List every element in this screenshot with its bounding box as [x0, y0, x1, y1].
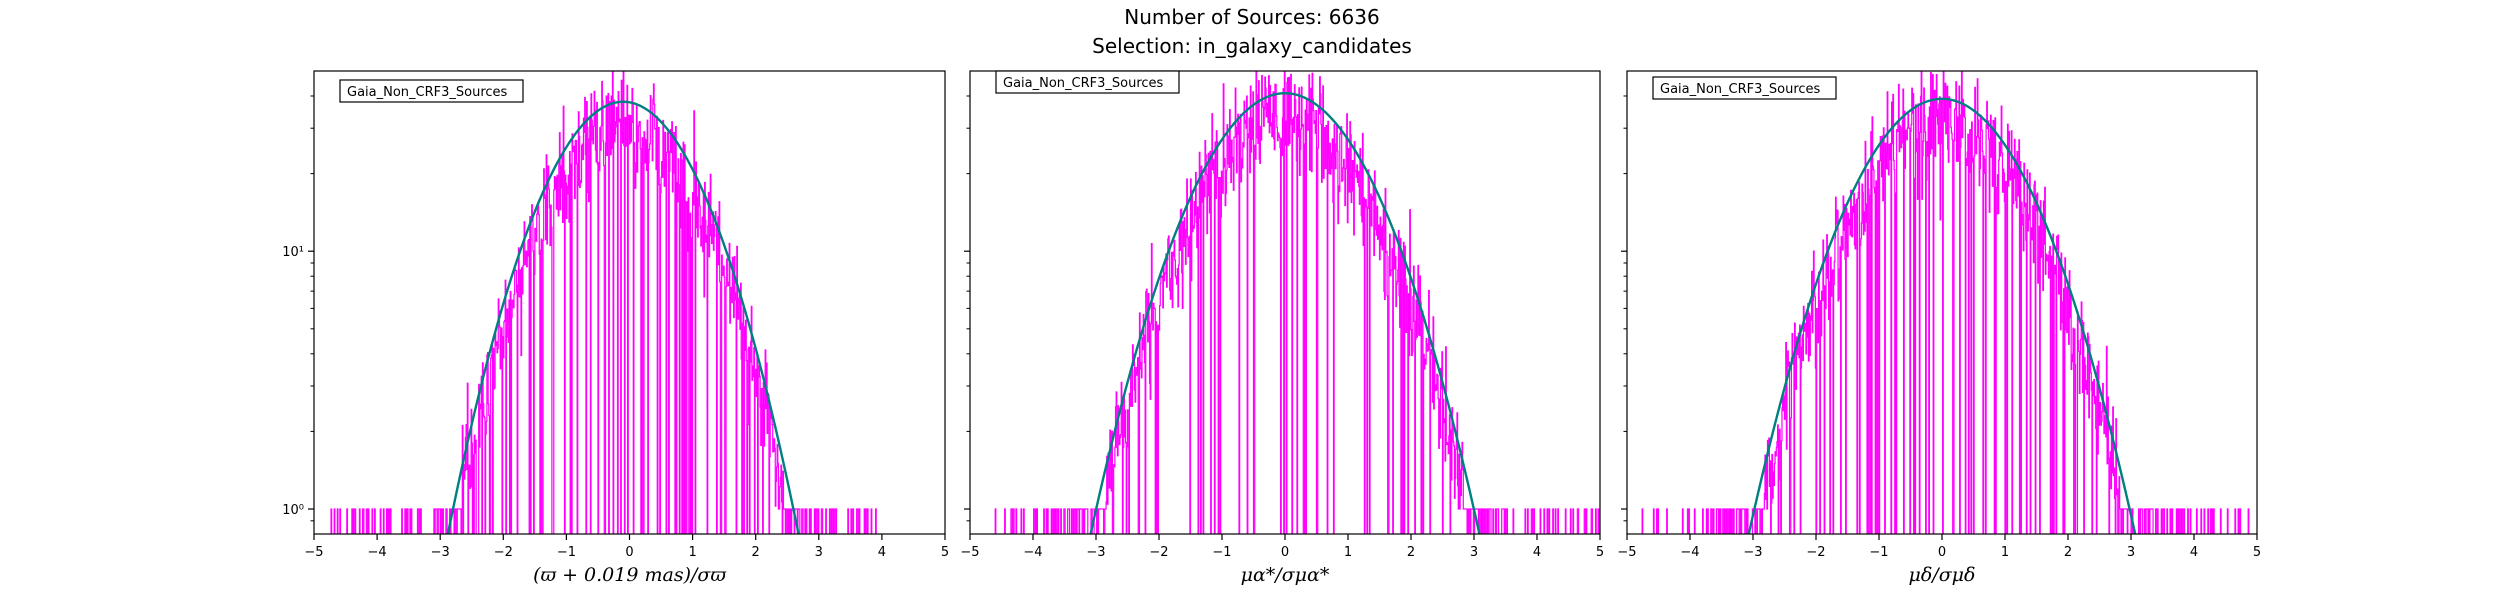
x-axis-label: μδ/σμδ — [1909, 564, 1976, 586]
legend-box — [995, 70, 1180, 94]
plot-area — [330, 71, 877, 534]
x-tick-label: 5 — [941, 545, 949, 560]
gaussian-fit-line — [1747, 97, 2137, 534]
x-tick-label: −3 — [1086, 545, 1105, 560]
x-tick-label: −2 — [494, 545, 513, 560]
x-tick-label: 3 — [1470, 545, 1478, 560]
panel-pm-dec: −5 −4 −3 −2 −1 0 1 2 3 4 5 μδ/σμδ Gaia_Non_CRF3_Sour… — [1617, 70, 2261, 586]
histogram-series — [1641, 71, 2250, 534]
histogram-series — [994, 71, 1600, 534]
x-axis-label: μα*/σμα* — [1241, 564, 1330, 586]
x-tick-label: 0 — [1281, 545, 1289, 560]
suptitle-line-1: Number of Sources: 6636 — [1124, 5, 1379, 29]
x-tick-label: −1 — [1869, 545, 1888, 560]
x-tick-label: 0 — [1938, 545, 1946, 560]
x-tick-label: 3 — [2127, 545, 2135, 560]
suptitle-line-2: Selection: in_galaxy_candidates — [1092, 34, 1412, 58]
plot-area — [1641, 71, 2250, 534]
legend-box — [1652, 76, 1837, 100]
x-tick-label: 4 — [2190, 545, 2198, 560]
x-tick-label: −4 — [368, 545, 387, 560]
x-tick-label: −3 — [1743, 545, 1762, 560]
x-tick-label: −5 — [960, 545, 979, 560]
legend-box — [339, 79, 524, 103]
x-tick-label: −2 — [1806, 545, 1825, 560]
x-tick-label: −3 — [431, 545, 450, 560]
y-tick-label: 10⁰ — [282, 503, 304, 518]
axes-frame — [1626, 70, 2258, 535]
x-tick-label: 4 — [1533, 545, 1541, 560]
x-tick-label: −1 — [1212, 545, 1231, 560]
x-tick-label: 2 — [1407, 545, 1415, 560]
legend-label: Gaia_Non_CRF3_Sources — [1003, 76, 1164, 91]
y-tick-label: 10¹ — [282, 245, 304, 260]
x-tick-label: 0 — [625, 545, 633, 560]
plot-area — [994, 71, 1600, 534]
x-tick-label: −4 — [1680, 545, 1699, 560]
histogram-series — [330, 71, 877, 534]
legend-label: Gaia_Non_CRF3_Sources — [347, 85, 508, 100]
x-tick-label: 3 — [815, 545, 823, 560]
x-tick-label: 1 — [2001, 545, 2009, 560]
x-tick-label: −1 — [557, 545, 576, 560]
x-tick-label: −2 — [1149, 545, 1168, 560]
x-tick-label: 1 — [688, 545, 696, 560]
x-tick-label: 2 — [2064, 545, 2072, 560]
x-tick-label: 5 — [1596, 545, 1604, 560]
x-tick-label: 2 — [752, 545, 760, 560]
x-axis-label: (ϖ + 0.019 mas)/σϖ — [533, 564, 726, 586]
x-tick-label: 5 — [2253, 545, 2261, 560]
gaussian-fit-line — [1089, 92, 1481, 534]
x-tick-label: −5 — [1617, 545, 1636, 560]
x-tick-label: −4 — [1023, 545, 1042, 560]
x-tick-label: 1 — [1344, 545, 1352, 560]
gaussian-fit-line — [446, 100, 800, 534]
panel-parallax: −5 −4 −3 −2 −1 0 1 2 3 4 5 10⁰ 10¹ (ϖ + 0.019 mas)/σϖ… — [282, 70, 949, 586]
x-tick-label: −5 — [304, 545, 323, 560]
panel-pm-ra: −5 −4 −3 −2 −1 0 1 2 3 4 5 μα*/σμα* Gaia_Non_CRF3_So… — [960, 70, 1604, 586]
x-tick-label: 4 — [878, 545, 886, 560]
legend-label: Gaia_Non_CRF3_Sources — [1660, 82, 1821, 97]
